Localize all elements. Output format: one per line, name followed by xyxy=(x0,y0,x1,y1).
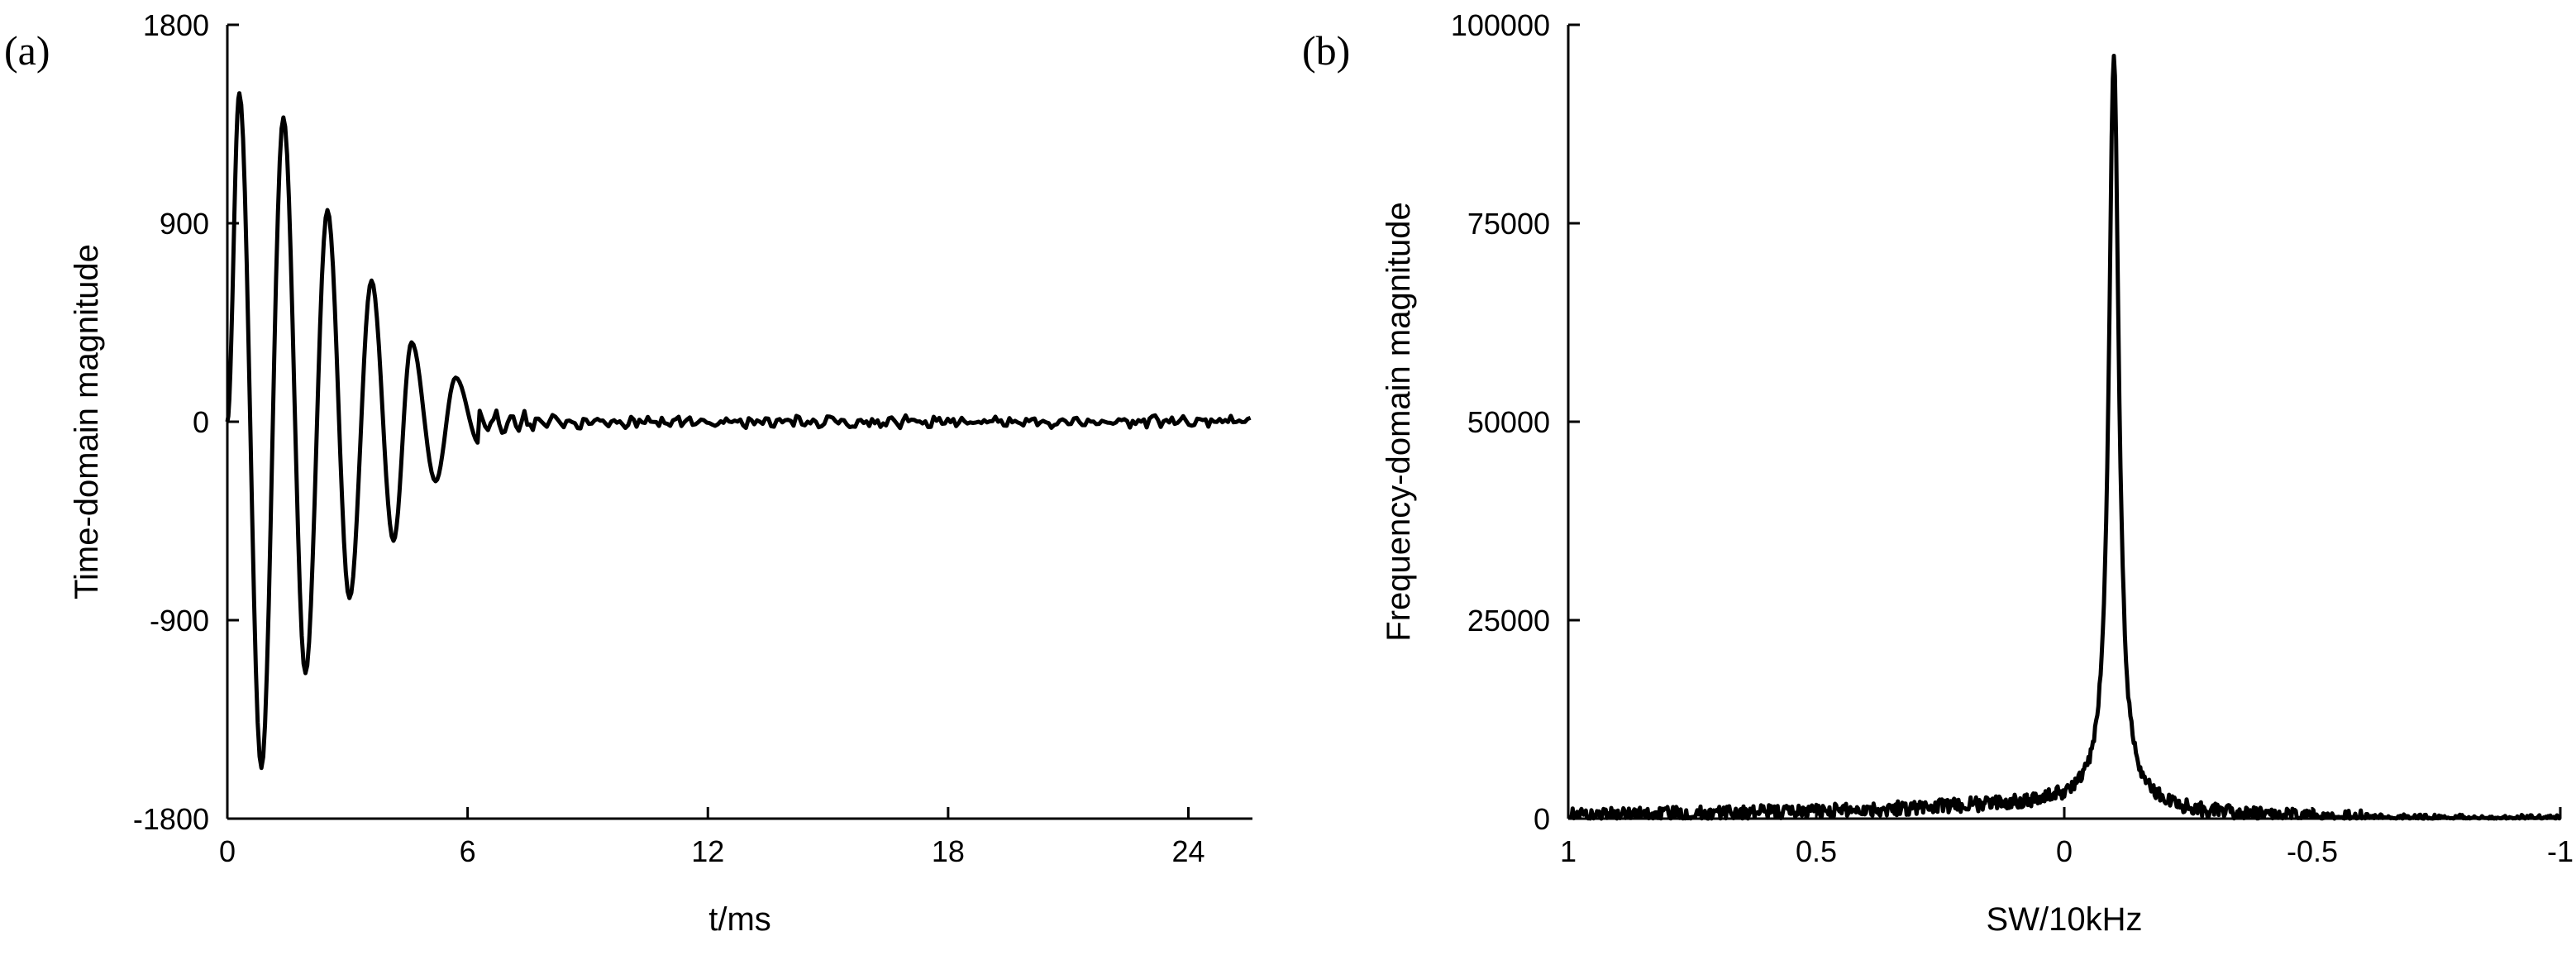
y-axis-title-a: Time-domain magnitude xyxy=(69,244,105,600)
y-tick-label: 75000 xyxy=(1467,207,1550,241)
x-axis-title-b: SW/10kHz xyxy=(1987,901,2143,938)
series-line-a xyxy=(225,91,1252,771)
x-tick-label: 12 xyxy=(691,834,724,868)
x-tick-label: 1 xyxy=(1560,834,1577,868)
y-axis-title-b: Frequency-domain magnitude xyxy=(1381,202,1417,641)
x-ticks-a: 0 6 12 18 24 xyxy=(219,807,1205,868)
y-tick-label: 900 xyxy=(160,207,209,241)
panel-label-b: (b) xyxy=(1302,27,1350,74)
series-line-b xyxy=(1567,54,2562,821)
y-ticks-b: 0 25000 50000 75000 100000 xyxy=(1451,8,1580,836)
x-tick-label: 6 xyxy=(460,834,476,868)
chart-panel-a: (a) -1800 -900 0 900 1800 0 6 12 18 24 Time-doma… xyxy=(4,8,1252,938)
y-tick-label: 50000 xyxy=(1467,405,1550,439)
x-tick-label: -1 xyxy=(2547,834,2574,868)
y-tick-label: 0 xyxy=(1534,802,1550,836)
panel-label-a: (a) xyxy=(4,27,50,74)
x-axis-title-a: t/ms xyxy=(708,901,771,938)
y-tick-label: 25000 xyxy=(1467,604,1550,638)
y-tick-label: -1800 xyxy=(133,802,209,836)
y-ticks-a: -1800 -900 0 900 1800 xyxy=(133,8,239,836)
x-tick-label: 18 xyxy=(932,834,965,868)
x-tick-label: 0.5 xyxy=(1796,834,1837,868)
x-tick-label: 0 xyxy=(2056,834,2073,868)
y-tick-label: 100000 xyxy=(1451,8,1550,42)
chart-panel-b: (b) 0 25000 50000 75000 100000 1 0.5 0 -0.5 -1 F… xyxy=(1302,8,2574,938)
x-tick-label: 0 xyxy=(219,834,236,868)
x-tick-label: -0.5 xyxy=(2287,834,2338,868)
y-tick-label: 0 xyxy=(193,405,209,439)
x-ticks-b: 1 0.5 0 -0.5 -1 xyxy=(1560,807,2574,868)
y-tick-label: 1800 xyxy=(143,8,209,42)
y-tick-label: -900 xyxy=(150,604,209,638)
x-tick-label: 24 xyxy=(1171,834,1205,868)
